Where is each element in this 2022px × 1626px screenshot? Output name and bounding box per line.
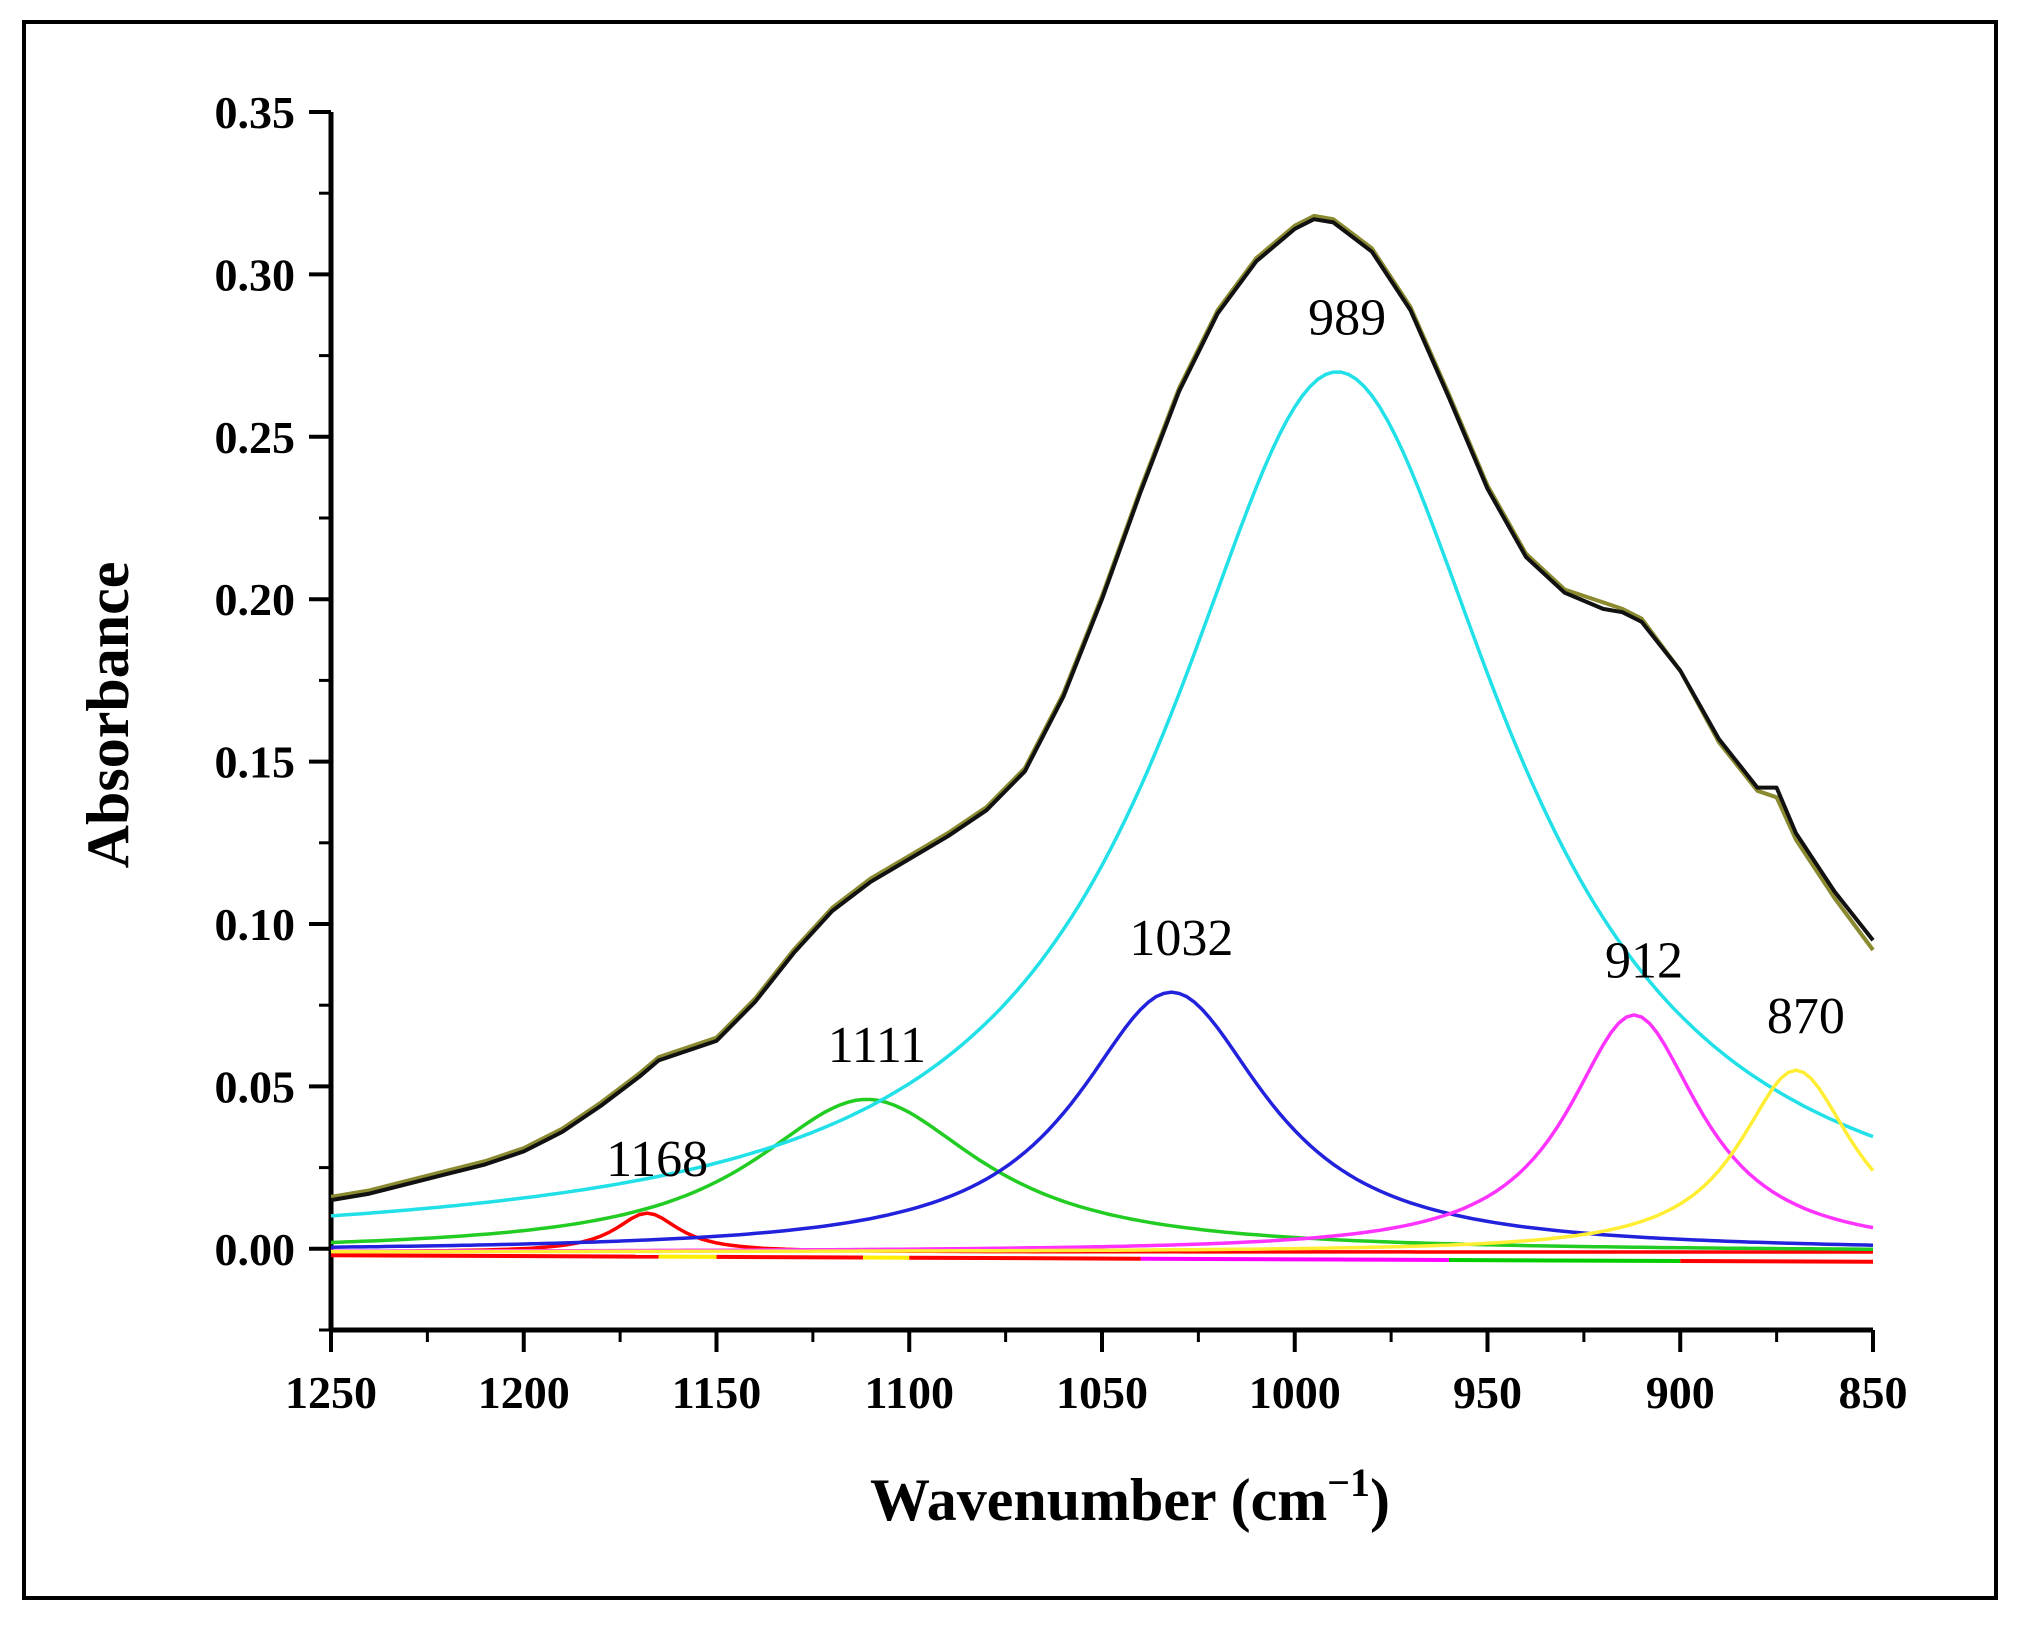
x-tick-label: 1100 [865,1367,954,1418]
y-tick-label: 0.35 [215,87,296,138]
y-tick-label: 0.15 [215,737,296,788]
y-tick-label: 0.00 [215,1224,296,1275]
baselines [330,1253,1874,1264]
x-tick-label: 850 [1839,1367,1908,1418]
peak-label-912: 912 [1605,933,1683,990]
baseline-segment [909,1255,1141,1261]
peak-label-1168: 1168 [606,1131,708,1188]
baseline-segment [330,1253,659,1259]
baseline-segment [1680,1258,1874,1264]
x-tick-label: 1200 [478,1367,570,1418]
y-tick-label: 0.20 [215,574,296,625]
peak-label-870: 870 [1767,988,1845,1045]
y-tick-label: 0.10 [215,899,296,950]
peak-label-1032: 1032 [1129,910,1233,967]
x-tick-label: 1150 [672,1367,761,1418]
spectrum-series [330,213,1875,1203]
peak-labels: 1168 1111 1032 989 912 870 [606,290,1845,1188]
baseline-segment [1448,1258,1681,1263]
series-line-measured-spectrum [330,217,1875,1203]
baseline-segment [716,1254,863,1260]
x-tick-label: 1050 [1056,1367,1148,1418]
x-tick-label: 950 [1453,1367,1522,1418]
series-line-fitted-envelope [330,213,1875,1199]
x-tick-label: 1000 [1249,1367,1341,1418]
x-axis-title-superscript: −1 [1327,1460,1370,1505]
peak-curve-989 [330,370,1874,1218]
x-tick-label: 900 [1646,1367,1715,1418]
peak-curve-1032 [330,990,1874,1249]
baseline-segment [1140,1256,1449,1263]
x-axis-title-close: ) [1370,1467,1390,1533]
axes: 0.00 0.05 0.10 0.15 0.20 0.25 0.30 0.35 1250 1200… [215,87,1908,1418]
y-axis-title: Absorbance [75,562,141,869]
peak-label-1111: 1111 [828,1017,926,1074]
figure-frame [22,20,1998,1600]
peak-label-989: 989 [1308,290,1386,347]
x-tick-label: 1250 [285,1367,377,1418]
x-axis-title: Wavenumber (cm−1) [870,1460,1390,1533]
y-tick-label: 0.30 [215,249,296,300]
y-tick-label: 0.05 [215,1061,296,1112]
fitted-peaks [330,370,1875,1254]
x-axis-title-main: Wavenumber (cm [870,1467,1327,1533]
peak-curve-1111 [330,1097,1873,1251]
y-tick-label: 0.25 [215,412,296,463]
peak-curve-870 [331,1068,1875,1254]
